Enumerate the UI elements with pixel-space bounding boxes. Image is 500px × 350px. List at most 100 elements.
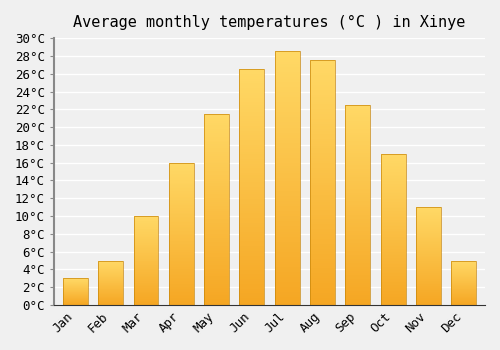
Bar [381, 279, 406, 281]
Bar [381, 269, 406, 270]
Bar [310, 207, 335, 210]
Bar [310, 94, 335, 97]
Bar [98, 260, 123, 261]
Bar [275, 285, 299, 287]
Bar [134, 236, 158, 237]
Bar [169, 191, 194, 193]
Bar [346, 283, 370, 285]
Bar [416, 230, 441, 231]
Bar [416, 292, 441, 293]
Bar [275, 59, 299, 62]
Bar [275, 275, 299, 277]
Bar [346, 111, 370, 113]
Bar [240, 220, 264, 223]
Bar [381, 293, 406, 294]
Bar [452, 293, 476, 294]
Bar [275, 102, 299, 105]
Bar [240, 303, 264, 305]
Bar [346, 131, 370, 133]
Bar [169, 221, 194, 223]
Bar [275, 302, 299, 305]
Bar [346, 273, 370, 275]
Bar [452, 274, 476, 275]
Bar [310, 68, 335, 70]
Bar [98, 276, 123, 277]
Bar [310, 148, 335, 151]
Bar [416, 207, 441, 208]
Bar [134, 299, 158, 300]
Bar [98, 268, 123, 269]
Bar [204, 137, 229, 139]
Bar [169, 217, 194, 218]
Bar [416, 302, 441, 303]
Bar [275, 191, 299, 194]
Bar [204, 265, 229, 267]
Bar [204, 162, 229, 163]
Bar [346, 143, 370, 145]
Bar [134, 220, 158, 222]
Bar [240, 121, 264, 124]
Bar [346, 115, 370, 117]
Bar [134, 293, 158, 294]
Bar [452, 289, 476, 290]
Bar [240, 274, 264, 277]
Bar [169, 232, 194, 234]
Bar [452, 290, 476, 291]
Bar [169, 295, 194, 296]
Bar [134, 297, 158, 298]
Bar [204, 263, 229, 265]
Bar [381, 167, 406, 169]
Bar [240, 286, 264, 288]
Bar [416, 303, 441, 304]
Bar [452, 260, 476, 261]
Bar [416, 298, 441, 299]
Bar [346, 113, 370, 115]
Bar [169, 243, 194, 244]
Bar [98, 264, 123, 265]
Title: Average monthly temperatures (°C ) in Xinye: Average monthly temperatures (°C ) in Xi… [74, 15, 466, 30]
Bar [240, 117, 264, 119]
Bar [204, 267, 229, 269]
Bar [169, 168, 194, 170]
Bar [310, 185, 335, 188]
Bar [416, 263, 441, 264]
Bar [134, 283, 158, 284]
Bar [416, 285, 441, 286]
Bar [381, 275, 406, 276]
Bar [204, 154, 229, 156]
Bar [346, 209, 370, 211]
Bar [275, 69, 299, 72]
Bar [346, 125, 370, 127]
Bar [240, 145, 264, 147]
Bar [416, 239, 441, 240]
Bar [310, 229, 335, 232]
Bar [381, 251, 406, 252]
Bar [98, 304, 123, 305]
Bar [346, 265, 370, 267]
Bar [240, 199, 264, 201]
Bar [346, 217, 370, 219]
Bar [240, 74, 264, 76]
Bar [346, 219, 370, 221]
Bar [346, 229, 370, 231]
Bar [240, 124, 264, 126]
Bar [310, 65, 335, 68]
Bar [452, 299, 476, 300]
Bar [416, 289, 441, 290]
Bar [240, 251, 264, 253]
Bar [275, 204, 299, 206]
Bar [346, 247, 370, 249]
Bar [204, 234, 229, 236]
Bar [310, 129, 335, 131]
Bar [416, 261, 441, 262]
Bar [275, 117, 299, 120]
Bar [310, 153, 335, 156]
Bar [134, 266, 158, 267]
Bar [204, 229, 229, 230]
Bar [240, 149, 264, 152]
Bar [310, 139, 335, 141]
Bar [346, 295, 370, 297]
Bar [134, 222, 158, 223]
Bar [416, 252, 441, 253]
Bar [98, 303, 123, 304]
